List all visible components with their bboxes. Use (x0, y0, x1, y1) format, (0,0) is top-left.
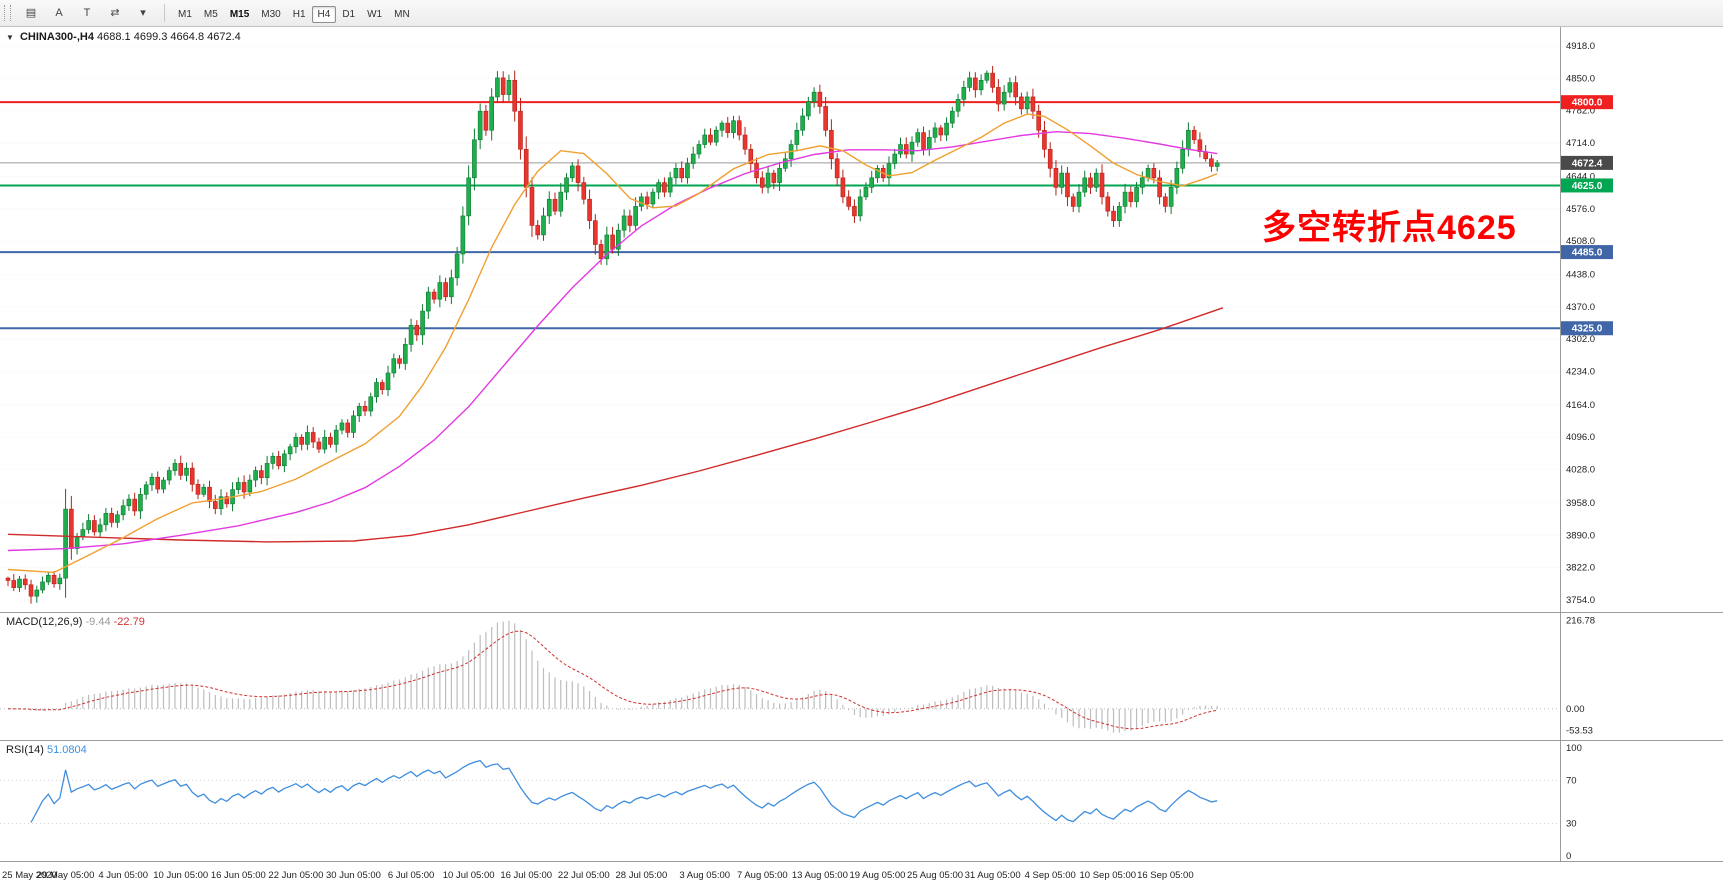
svg-text:4438.0: 4438.0 (1566, 269, 1595, 280)
svg-text:16 Jul 05:00: 16 Jul 05:00 (500, 870, 552, 881)
svg-text:16 Sep 05:00: 16 Sep 05:00 (1137, 870, 1194, 881)
svg-text:10 Sep 05:00: 10 Sep 05:00 (1080, 870, 1137, 881)
scale-tool-icon[interactable]: ⇄ (110, 7, 120, 20)
ma-mid-line (7, 130, 1218, 552)
svg-text:4576.0: 4576.0 (1566, 204, 1595, 215)
svg-text:7 Aug 05:00: 7 Aug 05:00 (737, 870, 788, 881)
svg-text:3 Aug 05:00: 3 Aug 05:00 (679, 870, 730, 881)
svg-text:3890.0: 3890.0 (1566, 530, 1595, 541)
svg-text:4800.0: 4800.0 (1572, 98, 1603, 109)
svg-text:-53.53: -53.53 (1566, 726, 1593, 737)
svg-text:16 Jun 05:00: 16 Jun 05:00 (211, 870, 266, 881)
text-tool-icon[interactable]: T (83, 7, 91, 20)
svg-text:29 May 05:00: 29 May 05:00 (37, 870, 95, 881)
svg-text:4625.0: 4625.0 (1572, 181, 1603, 192)
chart-toolbar: ▤ A T ⇄ ▾ M1 M5 M15 M30 H1 H4 D1 W1 MN (0, 0, 1723, 27)
svg-text:4 Jun 05:00: 4 Jun 05:00 (98, 870, 148, 881)
price-axis-badges: 4800.0 4672.4 4625.0 4485.0 4325.0 (1561, 95, 1613, 336)
timeframe-h1[interactable]: H1 (292, 9, 306, 20)
svg-text:100: 100 (1566, 743, 1582, 754)
toolbar-separator (164, 4, 165, 22)
svg-text:4370.0: 4370.0 (1566, 302, 1595, 313)
svg-text:4325.0: 4325.0 (1572, 324, 1603, 335)
toolbar-grip[interactable] (4, 5, 11, 21)
svg-text:4028.0: 4028.0 (1566, 465, 1595, 476)
svg-text:3958.0: 3958.0 (1566, 498, 1595, 509)
timeframe-m15[interactable]: M15 (229, 9, 250, 20)
svg-text:30 Jun 05:00: 30 Jun 05:00 (326, 870, 381, 881)
svg-text:10 Jun 05:00: 10 Jun 05:00 (153, 870, 208, 881)
svg-text:25 May 2020: 25 May 2020 (2, 870, 57, 881)
ma-slow-line (7, 307, 1224, 543)
timeframe-h4[interactable]: H4 (311, 6, 337, 23)
main-chart-pane[interactable] (0, 27, 1560, 612)
svg-text:4 Sep 05:00: 4 Sep 05:00 (1025, 870, 1076, 881)
svg-text:70: 70 (1566, 775, 1577, 786)
svg-text:4672.4: 4672.4 (1572, 158, 1603, 169)
macd-pane[interactable] (0, 613, 1560, 740)
svg-text:4508.0: 4508.0 (1566, 236, 1595, 247)
grid-lines (0, 45, 1560, 601)
macd-histogram (13, 620, 1218, 733)
timeframe-m30[interactable]: M30 (261, 9, 281, 20)
svg-text:3822.0: 3822.0 (1566, 563, 1595, 574)
timeframe-d1[interactable]: D1 (342, 9, 356, 20)
svg-text:4164.0: 4164.0 (1566, 400, 1595, 411)
svg-text:0: 0 (1566, 851, 1571, 862)
pane-dividers[interactable] (0, 27, 1723, 862)
svg-text:0.00: 0.00 (1566, 704, 1585, 715)
svg-text:22 Jul 05:00: 22 Jul 05:00 (558, 870, 610, 881)
svg-text:31 Aug 05:00: 31 Aug 05:00 (965, 870, 1021, 881)
dropdown-caret-icon[interactable]: ▾ (140, 7, 146, 20)
svg-text:4234.0: 4234.0 (1566, 367, 1595, 378)
price-axis-labels: 4918.0 4850.0 4782.0 4714.0 4644.0 4576.0 4508… (1566, 41, 1595, 606)
svg-text:216.78: 216.78 (1566, 616, 1595, 627)
svg-text:4850.0: 4850.0 (1566, 73, 1595, 84)
macd-signal-line (7, 630, 1218, 730)
svg-text:4782.0: 4782.0 (1566, 106, 1595, 117)
toolbar-icon-group: ▤ A T ⇄ ▾ (17, 2, 157, 25)
timeframe-m1[interactable]: M1 (178, 9, 192, 20)
svg-text:4714.0: 4714.0 (1566, 138, 1595, 149)
svg-text:4302.0: 4302.0 (1566, 334, 1595, 345)
svg-text:22 Jun 05:00: 22 Jun 05:00 (268, 870, 323, 881)
macd-axis-labels: 216.78 0.00 -53.53 (1566, 616, 1595, 737)
svg-text:30: 30 (1566, 819, 1577, 830)
svg-text:13 Aug 05:00: 13 Aug 05:00 (792, 870, 848, 881)
cursor-tool-icon[interactable]: A (55, 7, 63, 20)
svg-text:4485.0: 4485.0 (1572, 248, 1603, 259)
svg-text:4918.0: 4918.0 (1566, 41, 1595, 52)
timeframe-m5[interactable]: M5 (203, 9, 218, 20)
timeframe-mn[interactable]: MN (394, 9, 410, 20)
svg-text:4644.0: 4644.0 (1566, 171, 1595, 182)
rsi-axis-labels: 100 70 30 0 (1566, 743, 1582, 862)
charts-window-icon[interactable]: ▤ (25, 7, 37, 20)
svg-text:3754.0: 3754.0 (1566, 595, 1595, 606)
candlesticks (5, 65, 1220, 604)
svg-text:28 Jul 05:00: 28 Jul 05:00 (615, 870, 667, 881)
timeframe-button-group: M1 M5 M15 M30 H1 H4 D1 W1 MN (172, 4, 416, 23)
svg-text:10 Jul 05:00: 10 Jul 05:00 (443, 870, 495, 881)
ma-fast-line (7, 113, 1218, 574)
timeframe-w1[interactable]: W1 (367, 9, 383, 20)
rsi-line (30, 759, 1218, 823)
svg-text:19 Aug 05:00: 19 Aug 05:00 (849, 870, 905, 881)
svg-text:4096.0: 4096.0 (1566, 432, 1595, 443)
svg-text:6 Jul 05:00: 6 Jul 05:00 (388, 870, 434, 881)
svg-text:25 Aug 05:00: 25 Aug 05:00 (907, 870, 963, 881)
